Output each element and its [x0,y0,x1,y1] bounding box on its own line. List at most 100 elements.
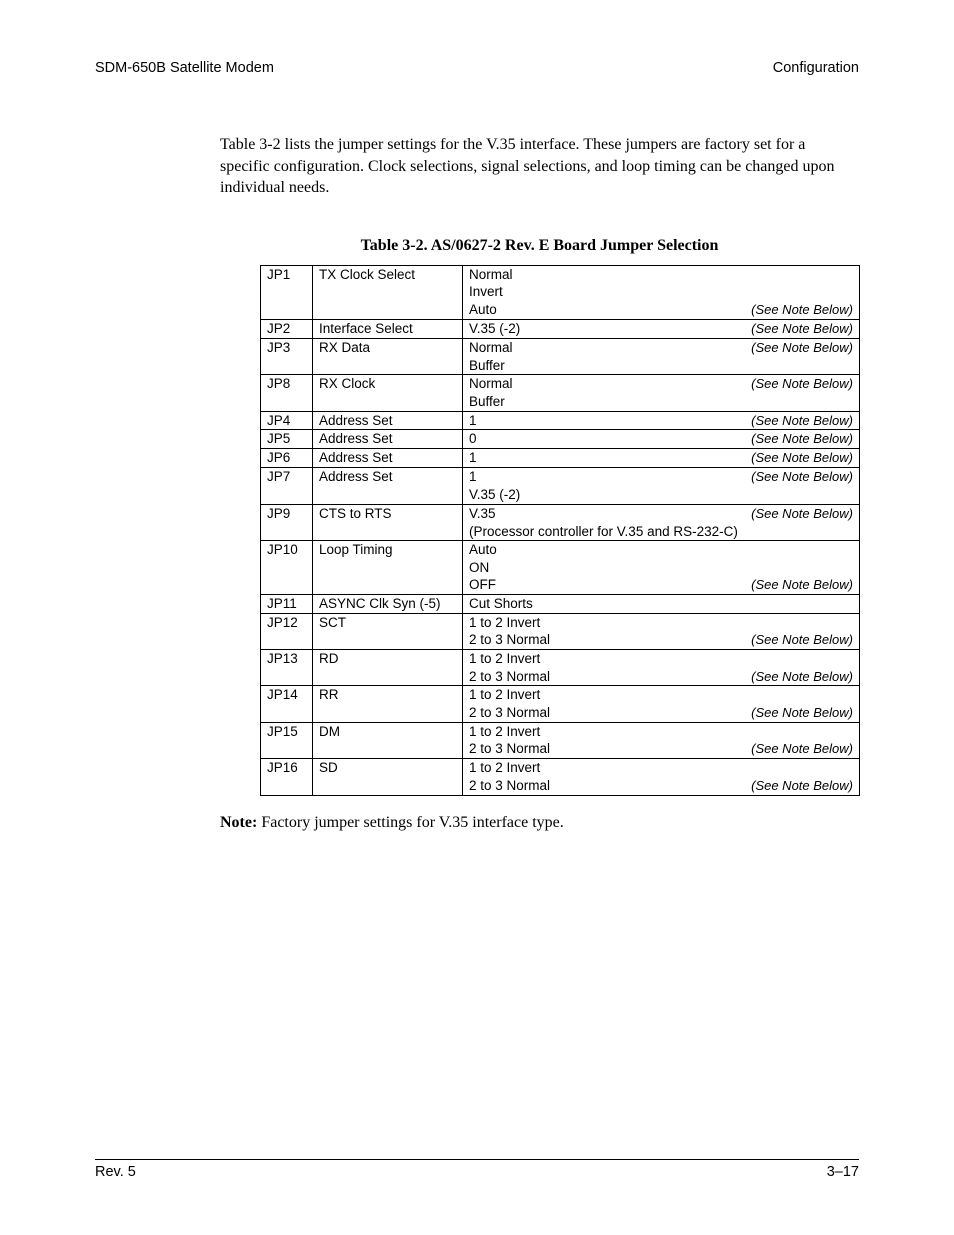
value-text: (Processor controller for V.35 and RS-23… [469,523,738,541]
cell-values: 1 to 2 Invert2 to 3 Normal(See Note Belo… [463,650,860,686]
value-text: V.35 [469,505,496,523]
cell-function: RR [313,686,463,722]
cell-function: RX Data [313,338,463,374]
cell-jumper: JP9 [261,504,313,540]
value-text: 1 to 2 Invert [469,723,540,741]
value-text: 2 to 3 Normal [469,668,550,686]
note-label: Note: [220,814,257,831]
value-line: 2 to 3 Normal(See Note Below) [469,704,853,722]
value-line: Normal (See Note Below) [469,339,853,357]
cell-function: RD [313,650,463,686]
value-text: Buffer [469,357,505,375]
see-note: (See Note Below) [751,669,853,686]
table-row: JP9CTS to RTS V.35 (See Note Below) (Proces… [261,504,860,540]
table-row: JP11ASYNC Clk Syn (-5)Cut Shorts [261,595,860,614]
value-line: 1 to 2 Invert [469,614,853,632]
value-text: 1 [469,412,477,430]
see-note: (See Note Below) [751,705,853,722]
value-text: V.35 (-2) [469,486,520,504]
cell-function: CTS to RTS [313,504,463,540]
see-note: (See Note Below) [751,506,853,523]
value-text: Auto [469,541,497,559]
value-line: 1 to 2 Invert [469,723,853,741]
table-row: JP10Loop TimingAutoONOFF(See Note Below) [261,541,860,595]
value-text: Auto [469,301,497,319]
jumper-table: JP1TX Clock SelectNormalInvertAuto(See N… [260,265,860,796]
see-note: (See Note Below) [751,431,853,448]
cell-jumper: JP16 [261,759,313,795]
value-text: V.35 (-2) [469,320,520,338]
cell-jumper: JP10 [261,541,313,595]
value-line: 1 to 2 Invert [469,759,853,777]
cell-values: 1 to 2 Invert2 to 3 Normal (See Note Belo… [463,613,860,649]
value-line: 1 to 2 Invert [469,686,853,704]
table-row: JP14RR1 to 2 Invert2 to 3 Normal(See Not… [261,686,860,722]
cell-jumper: JP5 [261,430,313,449]
table-row: JP4Address Set1(See Note Below) [261,411,860,430]
value-line: 2 to 3 Normal(See Note Below) [469,740,853,758]
see-note: (See Note Below) [751,741,853,758]
value-text: 1 to 2 Invert [469,614,540,632]
cell-function: SD [313,759,463,795]
value-text: 0 [469,430,477,448]
see-note: (See Note Below) [751,632,853,649]
value-line: OFF(See Note Below) [469,576,853,594]
table-row: JP7Address Set 1 (See Note Below) V.35 (-2) [261,468,860,504]
cell-jumper: JP8 [261,375,313,411]
cell-jumper: JP6 [261,449,313,468]
cell-jumper: JP2 [261,319,313,338]
value-line: Buffer [469,393,853,411]
value-text: ON [469,559,489,577]
value-line: Buffer [469,357,853,375]
cell-function: Address Set [313,449,463,468]
table-row: JP16SD1 to 2 Invert2 to 3 Normal(See Not… [261,759,860,795]
value-line: Auto(See Note Below) [469,301,853,319]
cell-jumper: JP12 [261,613,313,649]
see-note: (See Note Below) [751,340,853,357]
value-line: 0 (See Note Below) [469,430,853,448]
value-text: Normal [469,339,513,357]
cell-function: Address Set [313,468,463,504]
value-text: 2 to 3 Normal [469,777,550,795]
cell-jumper: JP4 [261,411,313,430]
cell-values: 1 to 2 Invert2 to 3 Normal(See Note Belo… [463,686,860,722]
value-text: 2 to 3 Normal [469,631,550,649]
table-caption: Table 3-2. AS/0627-2 Rev. E Board Jumper… [220,237,859,255]
cell-values: V.35 (-2)(See Note Below) [463,319,860,338]
footer-right: 3–17 [827,1164,859,1180]
value-line: (Processor controller for V.35 and RS-23… [469,523,853,541]
table-row: JP2Interface Select V.35 (-2)(See Note Be… [261,319,860,338]
cell-jumper: JP1 [261,265,313,319]
cell-values: NormalInvertAuto(See Note Below) [463,265,860,319]
cell-values: 1(See Note Below) [463,449,860,468]
see-note: (See Note Below) [751,450,853,467]
cell-jumper: JP15 [261,722,313,758]
cell-jumper: JP7 [261,468,313,504]
cell-values: V.35 (See Note Below) (Processor controlle… [463,504,860,540]
value-line: V.35 (-2)(See Note Below) [469,320,853,338]
value-line: ON [469,559,853,577]
table-row: JP3RX DataNormal(See Note Below)Buffer [261,338,860,374]
page-footer: Rev. 5 3–17 [95,1159,859,1180]
cell-function: DM [313,722,463,758]
cell-jumper: JP14 [261,686,313,722]
page-header: SDM-650B Satellite Modem Configuration [95,60,859,76]
note-text: Factory jumper settings for V.35 interfa… [257,814,563,831]
table-row: JP12SCT1 to 2 Invert2 to 3 Normal(See No… [261,613,860,649]
value-text: Normal [469,266,513,284]
table-row: JP13RD1 to 2 Invert2 to 3 Normal(See Not… [261,650,860,686]
cell-values: 0 (See Note Below) [463,430,860,449]
cell-function: Address Set [313,430,463,449]
see-note: (See Note Below) [751,469,853,486]
value-text: 1 to 2 Invert [469,686,540,704]
value-line: Normal [469,266,853,284]
value-text: Cut Shorts [469,595,533,613]
value-line: 2 to 3 Normal (See Note Below) [469,631,853,649]
cell-jumper: JP11 [261,595,313,614]
table-note: Note: Factory jumper settings for V.35 i… [220,814,859,832]
value-text: 1 [469,468,477,486]
cell-jumper: JP13 [261,650,313,686]
footer-rule [95,1159,859,1160]
cell-function: Interface Select [313,319,463,338]
value-text: Normal [469,375,513,393]
